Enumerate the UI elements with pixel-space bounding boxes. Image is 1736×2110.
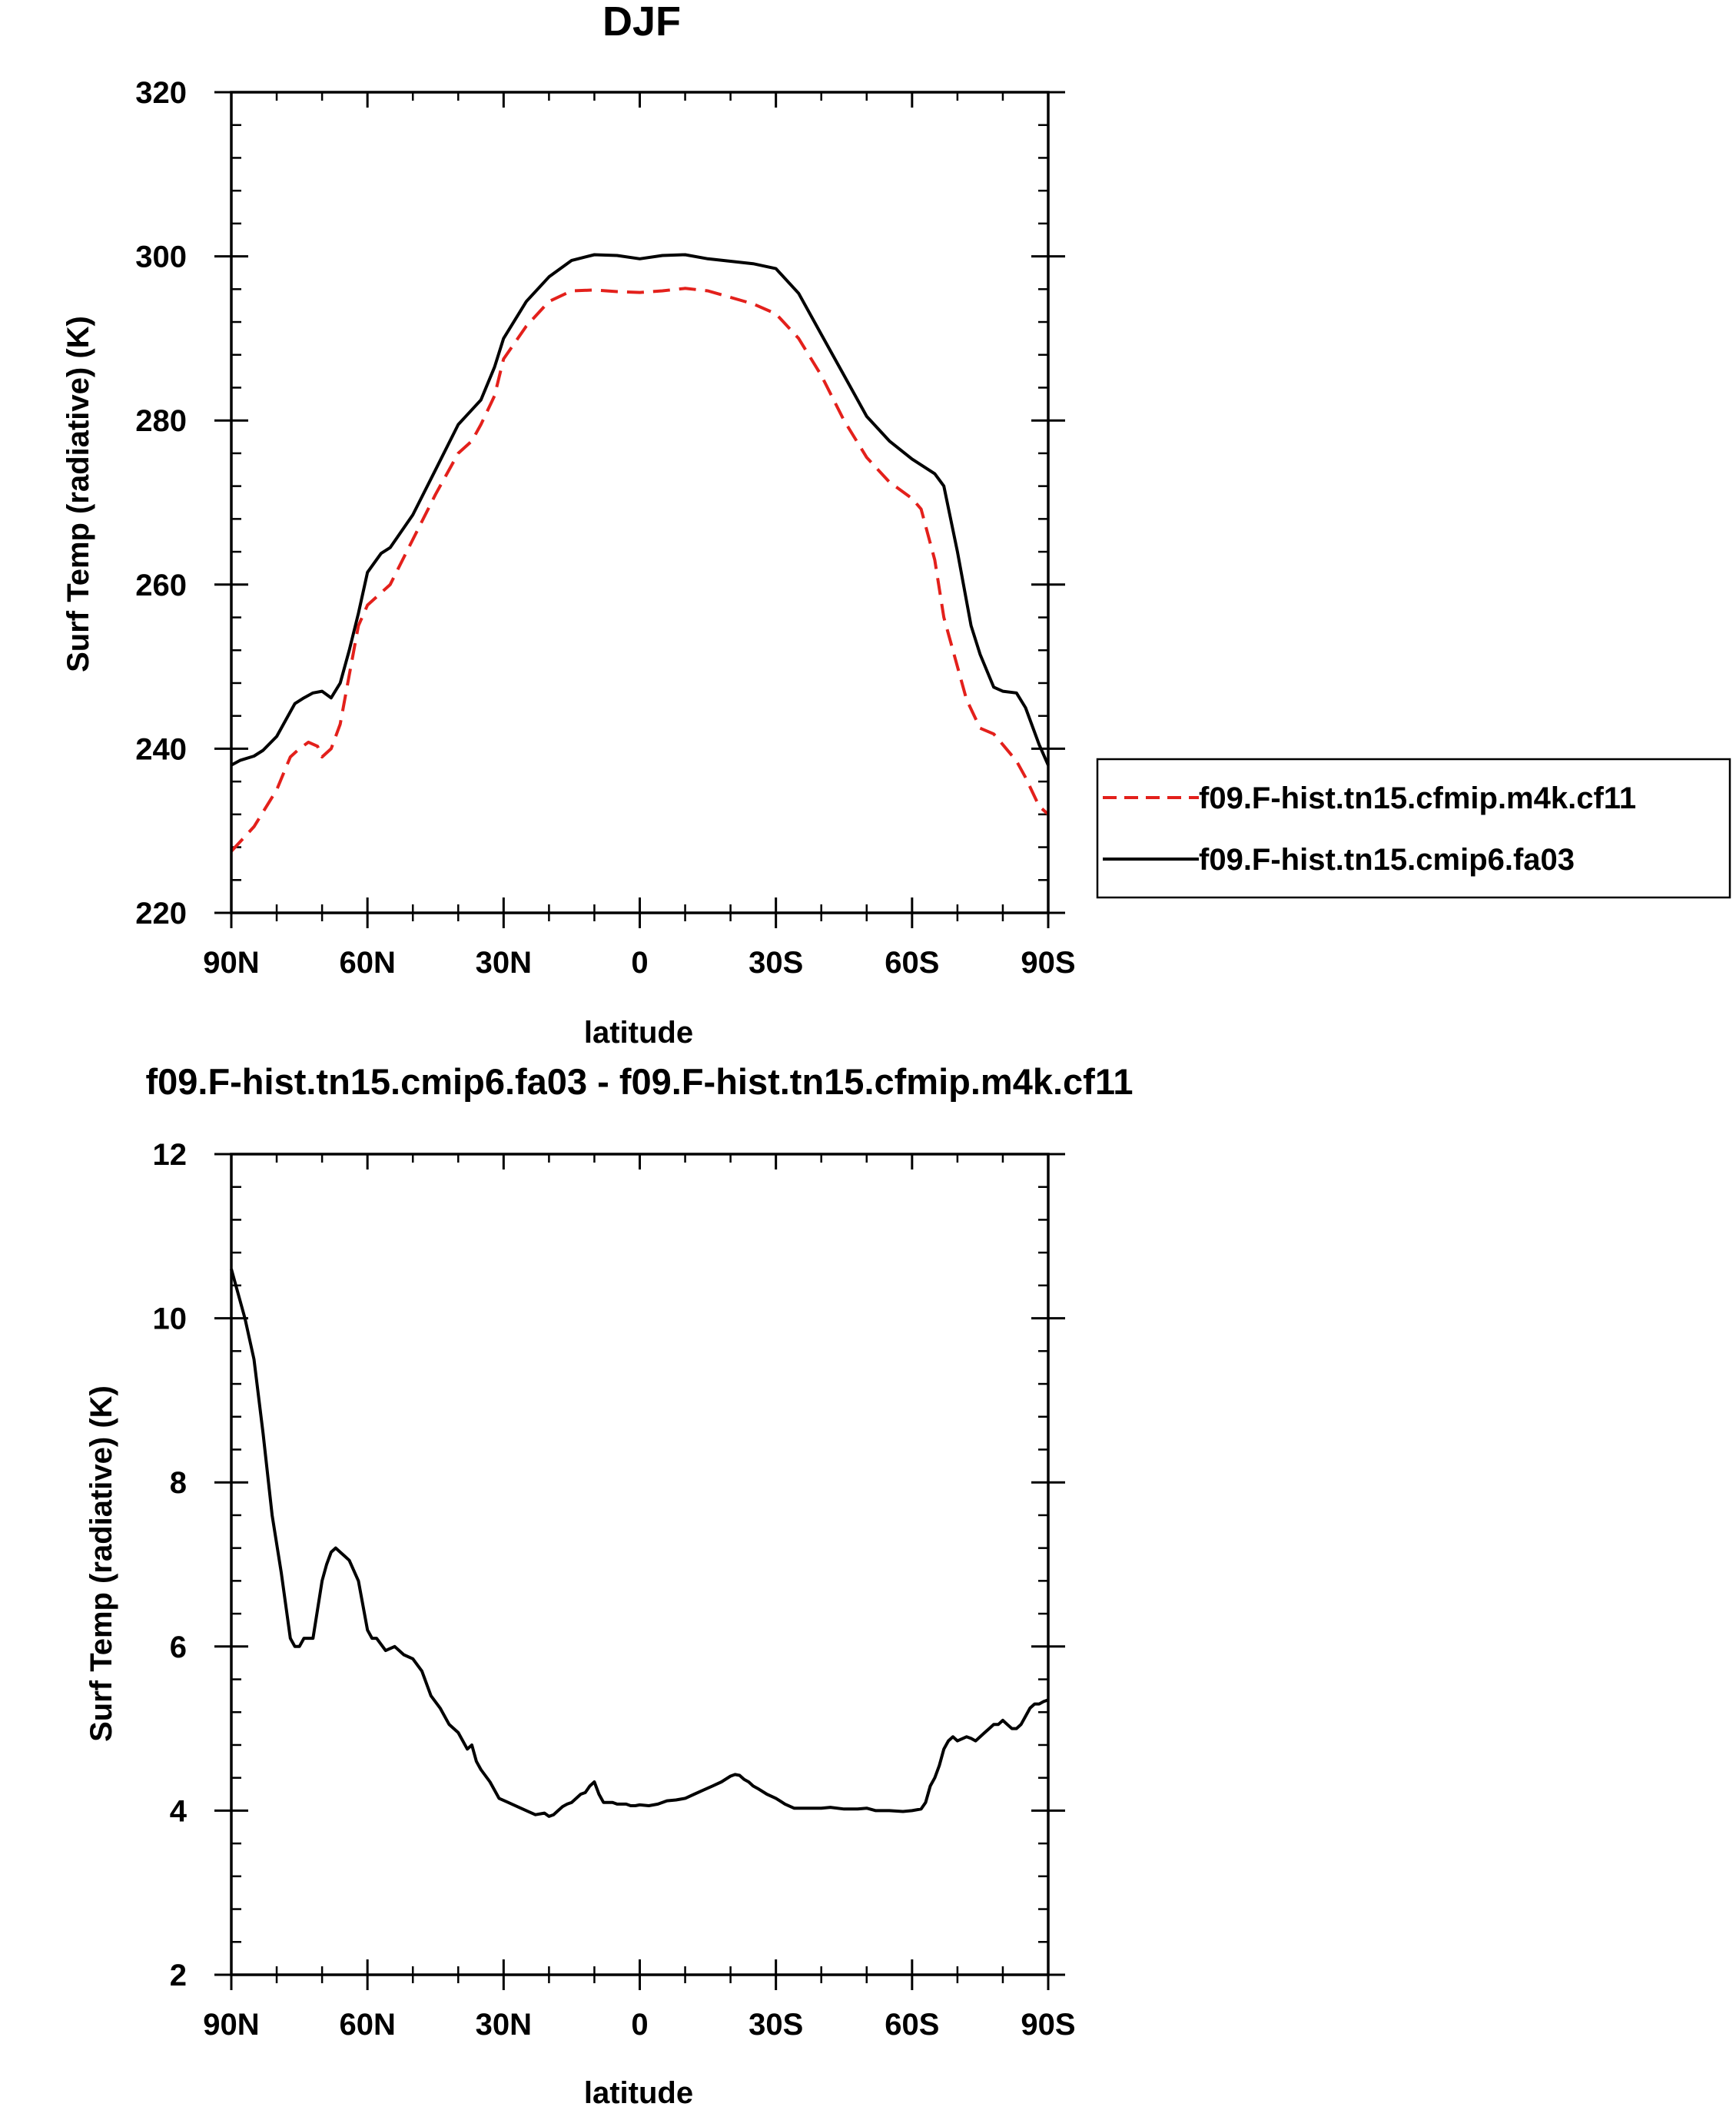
bottom-y-tick-label: 10 bbox=[153, 1302, 188, 1336]
top-y-axis-label: Surf Temp (radiative) (K) bbox=[61, 316, 95, 672]
bottom-title: f09.F-hist.tn15.cmip6.fa03 - f09.F-hist.… bbox=[145, 1061, 1133, 1102]
top-x-tick-label: 60N bbox=[339, 946, 395, 980]
bottom-y-axis-label: Surf Temp (radiative) (K) bbox=[85, 1385, 118, 1742]
bottom-x-tick-label: 30S bbox=[749, 2008, 803, 2042]
bottom-series-line-0 bbox=[230, 1268, 1049, 1818]
bottom-y-tick-label: 8 bbox=[170, 1466, 187, 1500]
top-series-line-0 bbox=[230, 287, 1050, 853]
legend-label-m4k: f09.F-hist.tn15.cfmip.m4k.cf11 bbox=[1199, 781, 1636, 815]
top-series-line-1 bbox=[231, 253, 1050, 767]
top-title: DJF bbox=[602, 0, 681, 45]
bottom-series bbox=[230, 1268, 1049, 1818]
bottom-y-tick-label: 6 bbox=[170, 1631, 187, 1664]
bottom-x-axis-label: latitude bbox=[584, 2076, 693, 2110]
top-x-tick-label: 30N bbox=[476, 946, 532, 980]
bottom-x-tick-label: 60S bbox=[885, 2008, 939, 2042]
bottom-x-tick-label: 90N bbox=[203, 2008, 259, 2042]
top-x-tick-labels: 90N 60N 30N 0 30S 60S 90S bbox=[203, 946, 1075, 980]
top-x-tick-label: 0 bbox=[631, 946, 648, 980]
top-y-tick-label: 280 bbox=[135, 404, 187, 438]
top-y-tick-labels: 220 240 260 280 300 320 bbox=[135, 76, 187, 931]
bottom-y-tick-labels: 2 4 6 8 10 12 bbox=[153, 1138, 188, 1992]
top-x-tick-label: 90S bbox=[1021, 946, 1075, 980]
top-series bbox=[230, 253, 1050, 853]
top-y-tick-label: 260 bbox=[135, 569, 187, 602]
top-x-axis-label: latitude bbox=[584, 1016, 693, 1050]
bottom-y-tick-label: 4 bbox=[170, 1794, 188, 1828]
top-y-tick-label: 320 bbox=[135, 76, 187, 110]
bottom-x-tick-labels: 90N 60N 30N 0 30S 60S 90S bbox=[203, 2008, 1075, 2042]
top-x-tick-label: 60S bbox=[885, 946, 939, 980]
bottom-ticks bbox=[214, 1153, 1065, 1990]
bottom-plot-frame bbox=[230, 1153, 1050, 1976]
bottom-x-tick-label: 90S bbox=[1021, 2008, 1075, 2042]
top-x-tick-label: 90N bbox=[203, 946, 259, 980]
bottom-x-tick-label: 60N bbox=[339, 2008, 395, 2042]
top-panel: DJF 90N 60N 30N 0 30S 60S 90S 220 240 260 280 300 3… bbox=[61, 0, 1731, 1050]
legend-box bbox=[1096, 758, 1731, 899]
top-y-tick-label: 240 bbox=[135, 732, 187, 766]
legend-label-fa03: f09.F-hist.tn15.cmip6.fa03 bbox=[1199, 843, 1575, 877]
top-y-tick-label: 220 bbox=[135, 897, 187, 931]
bottom-y-tick-label: 2 bbox=[170, 1959, 187, 1992]
top-x-tick-label: 30S bbox=[749, 946, 803, 980]
bottom-x-tick-label: 30N bbox=[476, 2008, 532, 2042]
bottom-x-tick-label: 0 bbox=[631, 2008, 648, 2042]
top-plot-frame bbox=[230, 91, 1050, 914]
bottom-y-tick-label: 12 bbox=[153, 1138, 188, 1172]
legend: f09.F-hist.tn15.cfmip.m4k.cf11 f09.F-his… bbox=[1096, 758, 1731, 899]
bottom-panel: f09.F-hist.tn15.cmip6.fa03 - f09.F-hist.… bbox=[85, 1061, 1134, 2110]
top-y-tick-label: 300 bbox=[135, 241, 187, 274]
